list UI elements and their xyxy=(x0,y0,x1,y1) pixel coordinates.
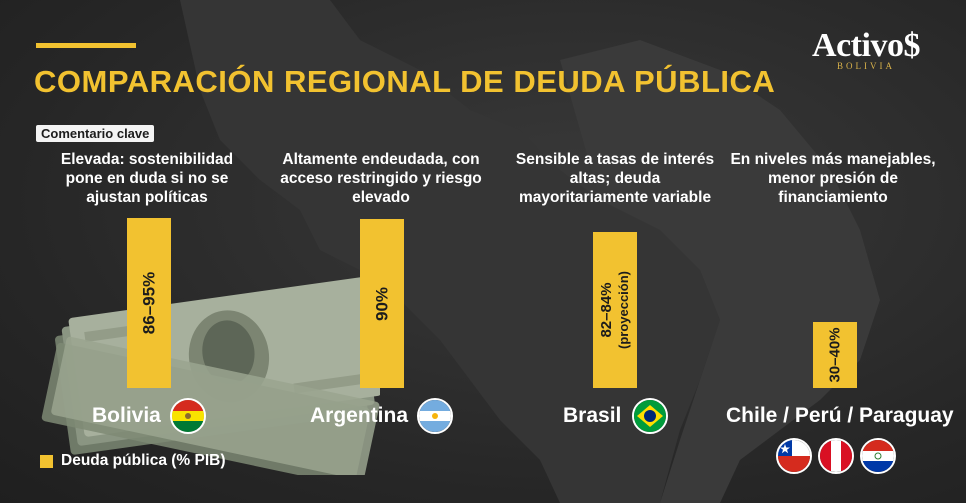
country-label-brasil: Brasil xyxy=(563,404,622,427)
argentina-flag-icon xyxy=(417,398,453,434)
legend-label: Deuda pública (% PIB) xyxy=(61,452,226,469)
bolivia-flag-icon xyxy=(170,398,206,434)
page-title: COMPARACIÓN REGIONAL DE DEUDA PÚBLICA xyxy=(34,64,776,99)
comment-argentina: Altamente endeudada, con acceso restring… xyxy=(280,151,482,206)
bar-value-brasil: 82–84% xyxy=(598,282,615,338)
key-comment-tag: Comentario clave xyxy=(36,125,155,142)
bar-label-chile-peru-paraguay: 30–40% xyxy=(826,327,844,383)
paraguay-flag-icon xyxy=(860,438,896,474)
bar-bolivia: 86–95% xyxy=(127,218,171,388)
bar-label-bolivia: 86–95% xyxy=(139,271,159,335)
country-label-bolivia: Bolivia xyxy=(92,404,161,427)
legend-swatch xyxy=(40,454,53,468)
country-label-chile-peru-paraguay: Chile / Perú / Paraguay xyxy=(726,404,954,427)
bar-label-brasil: 82–84% (proyección) xyxy=(598,271,632,349)
logo-subtitle: BOLIVIA xyxy=(837,61,895,71)
brand-logo: Activo$ BOLIVIA xyxy=(796,27,936,72)
bar-sublabel-brasil: (proyección) xyxy=(616,270,631,350)
title-accent-line xyxy=(36,43,136,48)
peru-flag-icon xyxy=(818,438,854,474)
money-stack-illustration xyxy=(41,277,380,475)
comment-chile-peru-paraguay: En niveles más manejables, menor presión… xyxy=(730,151,936,206)
chart-legend: Deuda pública (% PIB) xyxy=(40,452,226,470)
bar-brasil: 82–84% (proyección) xyxy=(593,232,637,388)
logo-wordmark: Activo$ xyxy=(812,27,920,64)
bar-argentina: 90% xyxy=(360,219,404,388)
comment-bolivia: Elevada: sostenibilidad pone en duda si … xyxy=(60,151,234,206)
brazil-flag-icon xyxy=(632,398,668,434)
country-label-argentina: Argentina xyxy=(310,404,409,427)
bar-chile-peru-paraguay: 30–40% xyxy=(813,322,857,388)
comment-brasil: Sensible a tasas de interés altas; deuda… xyxy=(515,151,715,206)
chile-flag-icon xyxy=(776,438,812,474)
bar-label-argentina: 90% xyxy=(372,286,392,321)
